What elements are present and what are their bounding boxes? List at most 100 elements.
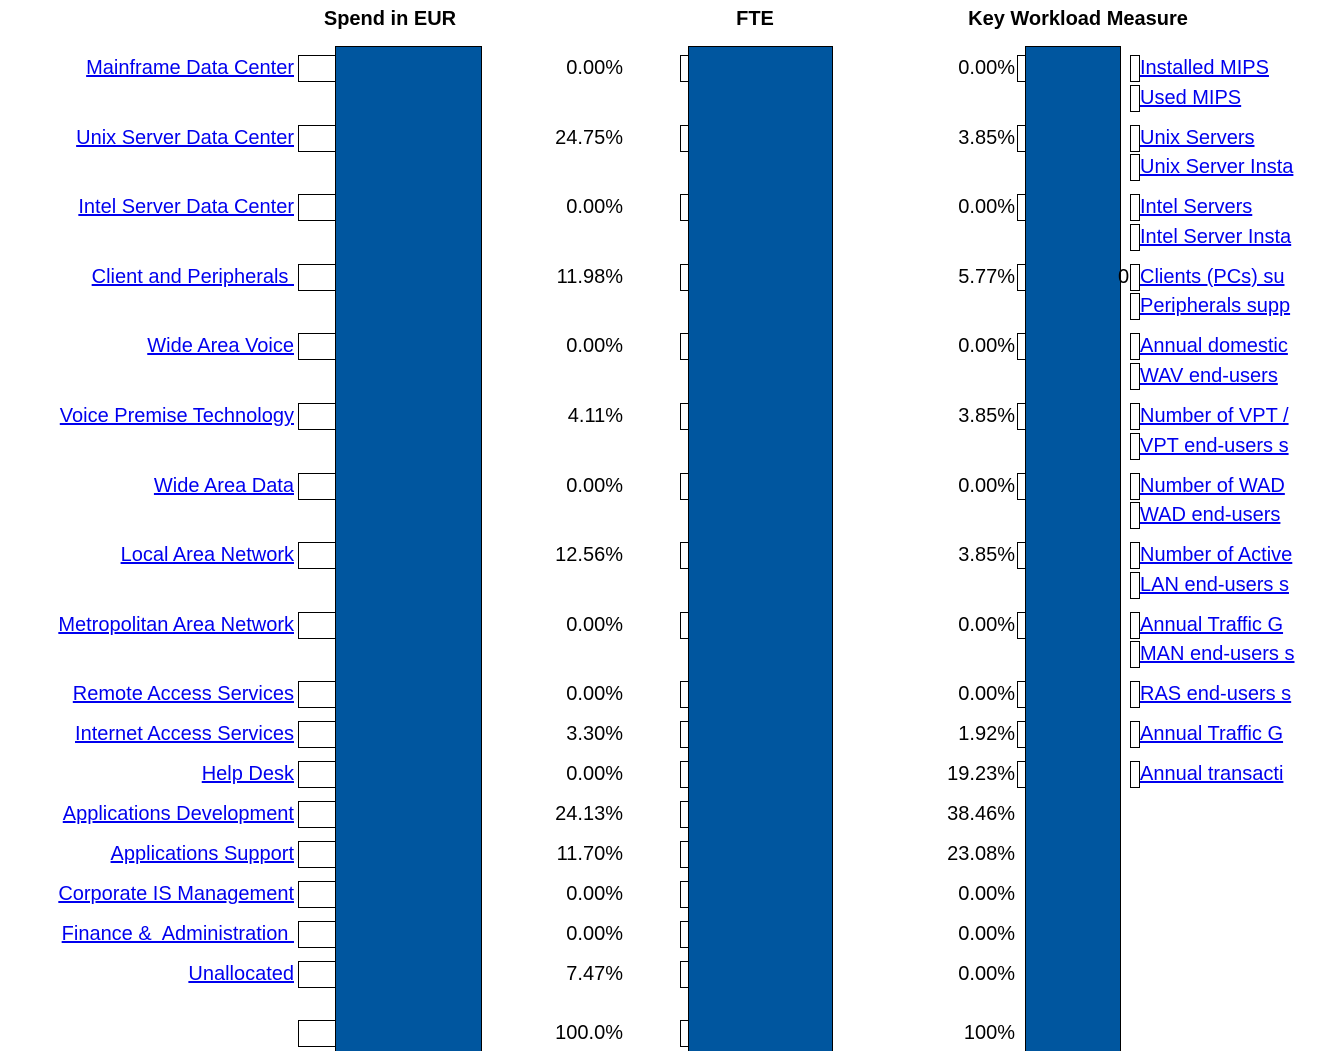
cell-box: [1017, 761, 1026, 789]
category-link[interactable]: Local Area Network: [120, 544, 294, 567]
fte-percent: 3.85%: [958, 126, 1015, 149]
cell-box: [680, 881, 689, 909]
fte-percent: 5.77%: [958, 265, 1015, 288]
spend-percent: 0.00%: [566, 335, 623, 358]
category-link[interactable]: Remote Access Services: [72, 683, 294, 706]
cell-box: [680, 721, 689, 749]
spend-percent: 3.30%: [566, 723, 623, 746]
workload-link[interactable]: Peripherals supp: [1140, 295, 1291, 318]
category-link[interactable]: Internet Access Services: [75, 723, 294, 746]
category-link[interactable]: Metropolitan Area Network: [58, 613, 294, 636]
workload-link[interactable]: Number of WAD: [1140, 474, 1285, 497]
workload-link[interactable]: Annual domestic: [1140, 335, 1288, 358]
fte-percent: 0.00%: [958, 883, 1015, 906]
cell-box: [680, 921, 689, 949]
cell-box: [1130, 403, 1140, 430]
cell-box: [680, 681, 689, 709]
workload-link[interactable]: Number of Active: [1140, 544, 1293, 567]
workload-link[interactable]: Intel Server Insta: [1140, 225, 1292, 248]
cell-box: [298, 761, 336, 789]
fte-percent: 0.00%: [958, 474, 1015, 497]
category-link[interactable]: Voice Premise Technology: [59, 405, 294, 427]
cell-box: [1130, 154, 1140, 182]
workload-link[interactable]: RAS end-users s: [1140, 683, 1292, 706]
spend-percent: 24.13%: [555, 803, 623, 826]
workload-link[interactable]: Number of VPT /: [1140, 405, 1289, 427]
cell-box: [298, 801, 336, 829]
cell-box: [1017, 403, 1026, 430]
category-link[interactable]: Intel Server Data Center: [78, 196, 294, 219]
workload-link[interactable]: Unix Servers: [1140, 126, 1255, 149]
category-link[interactable]: Help Desk: [201, 763, 294, 786]
cell-box: [680, 761, 689, 789]
cell-box: [1130, 124, 1140, 152]
cell-box: [1130, 641, 1140, 669]
workload-link[interactable]: Annual transacti: [1140, 763, 1284, 786]
workload-link[interactable]: Intel Servers: [1140, 196, 1253, 219]
cell-box: [298, 841, 336, 869]
spend-percent: 0.00%: [566, 613, 623, 636]
fte-percent: 1.92%: [958, 723, 1015, 746]
cell-box: [1130, 542, 1140, 570]
spend-percent: 11.98%: [556, 265, 623, 288]
workload-bar: [1025, 46, 1121, 1051]
category-link[interactable]: Finance & Administration: [61, 923, 294, 946]
workload-link[interactable]: WAV end-users: [1140, 365, 1278, 387]
spend-percent: 0.00%: [566, 57, 623, 79]
cell-box: [1017, 681, 1026, 709]
cell-box: [680, 263, 689, 291]
spend-percent: 0.00%: [566, 683, 623, 706]
category-link[interactable]: Wide Area Data: [153, 474, 294, 497]
spend-percent: 0.00%: [566, 196, 623, 219]
category-link[interactable]: Unallocated: [188, 963, 294, 986]
workload-link[interactable]: Used MIPS: [1140, 86, 1242, 109]
workload-link[interactable]: Annual Traffic G: [1140, 723, 1284, 746]
cell-box: [680, 333, 689, 361]
cell-box: [1130, 761, 1140, 789]
cell-box: [1017, 55, 1026, 82]
fte-percent: 0.00%: [958, 683, 1015, 706]
fte-percent: 0.00%: [958, 335, 1015, 358]
cell-box: [1130, 263, 1140, 291]
cell-box: [1130, 363, 1140, 390]
category-link[interactable]: Mainframe Data Center: [86, 57, 294, 79]
workload-link[interactable]: Installed MIPS: [1140, 57, 1269, 79]
workload-link[interactable]: WAD end-users: [1140, 504, 1281, 527]
workload-link[interactable]: LAN end-users s: [1140, 573, 1289, 596]
cell-box: [680, 472, 689, 500]
workload-link[interactable]: Annual Traffic G: [1140, 613, 1284, 636]
cell-box: [680, 841, 689, 869]
cell-box: [298, 881, 336, 909]
cell-box: [1130, 611, 1140, 639]
fte-percent: 23.08%: [947, 843, 1015, 866]
category-link[interactable]: Client and Peripherals: [91, 265, 294, 288]
cell-box: [1017, 721, 1026, 749]
cell-box: [1130, 681, 1140, 709]
category-link[interactable]: Applications Support: [110, 843, 294, 866]
cell-box: [298, 681, 336, 709]
spend-percent: 24.75%: [555, 126, 623, 149]
category-link[interactable]: Wide Area Voice: [147, 335, 294, 358]
workload-link[interactable]: Unix Server Insta: [1140, 156, 1294, 179]
workload-link[interactable]: VPT end-users s: [1140, 434, 1289, 457]
fte-percent: 38.46%: [947, 803, 1015, 826]
cell-box: [1130, 293, 1140, 321]
workload-link[interactable]: MAN end-users s: [1140, 643, 1295, 666]
category-link[interactable]: Applications Development: [62, 803, 294, 826]
cell-box: [1017, 333, 1026, 361]
cell-box: [680, 194, 689, 222]
spend-total: 100.0%: [555, 1022, 623, 1045]
header-fte: FTE: [736, 8, 774, 30]
spend-percent: 7.47%: [566, 963, 623, 986]
cell-box: [1130, 432, 1140, 460]
cell-box: [298, 55, 336, 82]
workload-link[interactable]: Clients (PCs) su: [1140, 265, 1285, 288]
fte-percent: 0.00%: [958, 57, 1015, 79]
category-link[interactable]: Unix Server Data Center: [76, 126, 294, 149]
category-link[interactable]: Corporate IS Management: [58, 883, 294, 906]
cell-box: [298, 721, 336, 749]
spend-bar: [335, 46, 482, 1051]
fte-percent: 0.00%: [958, 196, 1015, 219]
cell-box: [680, 542, 689, 570]
